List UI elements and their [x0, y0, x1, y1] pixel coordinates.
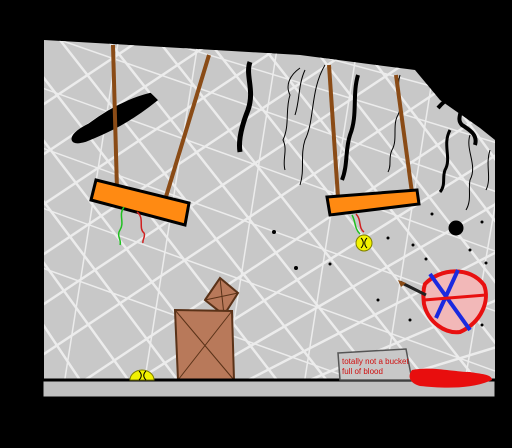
- dart[interactable]: [398, 280, 427, 297]
- crate-stack[interactable]: [173, 276, 240, 381]
- floor: [40, 378, 498, 400]
- target-shield[interactable]: [421, 269, 488, 335]
- sign-text-line-1: totally not a bucket: [342, 357, 409, 366]
- crate-large[interactable]: [173, 308, 236, 381]
- sign-text-line-2: full of blood: [342, 367, 383, 376]
- target-cross-line: [428, 272, 472, 332]
- wire-red: [136, 211, 146, 244]
- swing-left-rope: [111, 44, 119, 191]
- dots: [272, 212, 488, 327]
- wire-green: [351, 214, 361, 235]
- swing-left[interactable]: [89, 44, 211, 246]
- swing-right[interactable]: [325, 64, 421, 235]
- blood-puddle: [409, 368, 492, 388]
- yellow-ball-floor[interactable]: [129, 369, 155, 381]
- target-cross-line: [434, 269, 460, 319]
- yellow-ball-upper[interactable]: [355, 234, 373, 252]
- swing-left-rope: [163, 54, 211, 201]
- swing-right-rope: [394, 74, 414, 194]
- wire-red: [355, 213, 365, 233]
- wall-background: [44, 40, 495, 380]
- swing-left-seat[interactable]: [89, 178, 191, 227]
- target-cross-line: [423, 293, 487, 302]
- bucket-sign: totally not a bucket full of blood: [337, 348, 413, 381]
- swing-right-seat[interactable]: [325, 188, 421, 217]
- wire-green: [117, 206, 125, 246]
- swing-right-rope: [327, 64, 340, 198]
